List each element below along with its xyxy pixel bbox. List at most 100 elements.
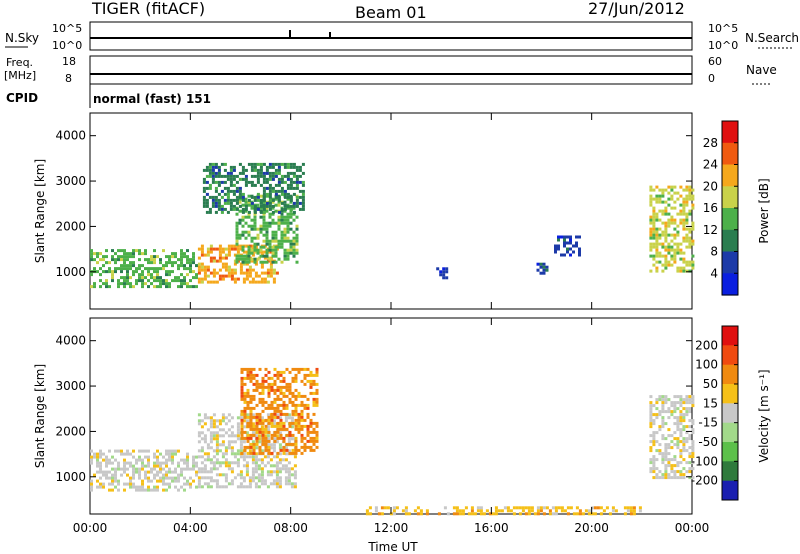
radar-gate — [293, 455, 297, 459]
radar-gate — [245, 464, 249, 468]
radar-gate — [93, 258, 96, 262]
colorbar-swatch — [722, 461, 738, 482]
radar-gate — [676, 233, 680, 237]
radar-gate — [206, 455, 210, 459]
radar-gate — [238, 197, 242, 201]
radar-gate — [230, 277, 234, 281]
radar-gate — [253, 204, 257, 208]
radar-gate — [673, 416, 677, 420]
radar-gate — [664, 245, 668, 249]
radar-gate — [664, 437, 668, 441]
radar-gate — [303, 373, 307, 377]
radar-gate — [123, 470, 126, 474]
radar-gate — [291, 394, 295, 398]
radar-gate — [280, 207, 284, 211]
radar-gate — [294, 373, 298, 377]
radar-gate — [226, 198, 230, 202]
radar-gate — [212, 425, 216, 429]
radar-gate — [270, 412, 274, 416]
radar-gate — [255, 403, 259, 407]
radar-gate — [303, 436, 307, 440]
radar-gate — [649, 269, 653, 273]
radar-gate — [590, 506, 594, 510]
radar-gate — [252, 388, 256, 392]
radar-gate — [153, 455, 156, 459]
radar-gate — [186, 249, 189, 253]
radar-gate — [262, 218, 266, 222]
radar-gate — [235, 189, 239, 193]
radar-gate — [252, 394, 256, 398]
radar-gate — [153, 464, 156, 468]
radar-gate — [515, 506, 519, 510]
radar-gate — [286, 218, 290, 222]
radar-gate — [682, 200, 686, 204]
radar-gate — [658, 194, 662, 198]
radar-gate — [177, 264, 180, 268]
radar-gate — [274, 162, 278, 166]
radar-gate — [273, 397, 277, 401]
radar-gate — [266, 443, 270, 447]
radar-gate — [233, 259, 237, 263]
radar-gate — [267, 382, 271, 386]
radar-gate — [688, 437, 692, 441]
radar-gate — [667, 410, 671, 414]
radar-gate — [120, 473, 123, 477]
radar-gate — [476, 509, 480, 513]
radar-gate — [236, 431, 240, 435]
radar-gate — [227, 413, 231, 417]
radar-gate — [156, 455, 159, 459]
radar-gate — [203, 476, 207, 480]
radar-gate — [102, 270, 105, 274]
radar-gate — [245, 250, 249, 254]
radar-gate — [245, 419, 249, 423]
radar-gate — [539, 506, 543, 510]
radar-gate — [247, 200, 251, 204]
radar-gate — [243, 394, 247, 398]
radar-gate — [268, 257, 272, 261]
radar-gate — [255, 385, 259, 389]
radar-gate — [271, 174, 275, 178]
radar-gate — [670, 215, 674, 219]
radar-gate — [235, 224, 239, 228]
radar-gate — [111, 461, 114, 465]
radar-gate — [539, 509, 543, 513]
radar-gate — [482, 512, 486, 516]
radar-gate — [263, 482, 267, 486]
radar-gate — [99, 449, 102, 453]
radar-gate — [283, 174, 287, 178]
radar-gate — [248, 479, 252, 483]
radar-gate — [282, 445, 286, 449]
radar-gate — [280, 245, 284, 249]
radar-gate — [171, 449, 174, 453]
radar-gate — [235, 201, 239, 205]
radar-gate — [230, 452, 234, 456]
radar-gate — [229, 201, 233, 205]
radar-gate — [159, 276, 162, 280]
radar-gate — [224, 446, 228, 450]
radar-gate — [652, 455, 656, 459]
radar-gate — [215, 434, 219, 438]
radar-gate — [250, 224, 254, 228]
radar-gate — [242, 440, 246, 444]
radar-gate — [658, 242, 662, 246]
radar-gate — [150, 258, 153, 262]
radar-gate — [667, 461, 671, 465]
radar-gate — [288, 397, 292, 401]
radar-gate — [235, 260, 239, 264]
radar-gate — [664, 221, 668, 225]
radar-gate — [150, 261, 153, 265]
radar-gate — [661, 398, 665, 402]
radar-gate — [286, 177, 290, 181]
radar-gate — [159, 258, 162, 262]
radar-gate — [150, 276, 153, 280]
radar-gate — [256, 236, 260, 240]
radar-gate — [126, 264, 129, 268]
radar-gate — [214, 162, 218, 166]
radar-gate — [266, 425, 270, 429]
radar-gate — [90, 285, 93, 289]
radar-gate — [292, 230, 296, 234]
radar-gate — [192, 261, 195, 265]
radar-gate — [461, 509, 465, 513]
radar-gate — [632, 506, 636, 510]
